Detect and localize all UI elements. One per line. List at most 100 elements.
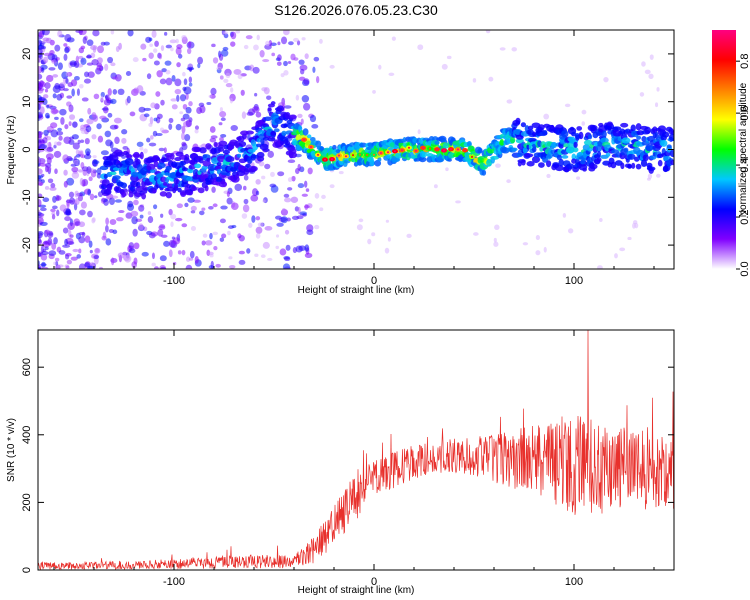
heatmap-noise-cell [174,78,182,87]
heatmap-ridge-cell [539,146,544,152]
heatmap-noise-cell [329,184,335,189]
heatmap-noise-cell [54,168,58,175]
heatmap-noise-cell [562,213,567,218]
heatmap-noise-cell [564,103,571,108]
heatmap-ridge-cell [418,156,427,163]
heatmap-noise-cell [161,68,167,73]
heatmap-noise-cell [211,186,216,193]
heatmap-noise-cell [187,63,194,68]
colorbar: 0.0 0.2 0.4 0.6 0.8 Normalized spectral ampl… [712,30,750,277]
heatmap-noise-cell [92,155,97,159]
heatmap-ridge-cell [306,134,312,139]
heatmap-noise-cell [138,204,145,212]
spectrogram-xtick-label: 0 [371,275,377,287]
heatmap-noise-cell [59,82,66,87]
heatmap-noise-cell [74,75,80,81]
spectrogram-xlabel: Height of straight line (km) [298,285,415,296]
heatmap-noise-cell [159,224,166,229]
heatmap-noise-cell [57,62,63,70]
heatmap-noise-cell [141,251,149,257]
heatmap-noise-cell [44,82,51,90]
heatmap-noise-cell [257,222,264,227]
heatmap-noise-cell [56,141,62,146]
heatmap-noise-cell [319,207,324,212]
heatmap-noise-cell [65,209,71,216]
spectrogram-xtick-label: -100 [163,275,185,287]
heatmap-noise-cell [293,37,299,42]
heatmap-noise-cell [297,183,305,189]
heatmap-noise-cell [39,144,47,150]
heatmap-noise-cell [656,87,660,92]
heatmap-noise-cell [73,159,79,165]
heatmap-core-peak [366,153,368,156]
heatmap-noise-cell [252,66,260,74]
heatmap-ridge-cell [466,141,472,147]
heatmap-ridge-cell [152,189,157,194]
heatmap-ridge-cell [115,151,125,157]
heatmap-noise-cell [283,193,290,198]
heatmap-noise-cell [44,88,49,93]
heatmap-core-peak [373,153,375,156]
heatmap-noise-cell [245,35,253,40]
heatmap-ridge-cell [499,140,505,146]
heatmap-noise-cell [96,64,104,71]
heatmap-noise-cell [250,194,259,202]
heatmap-noise-cell [306,229,314,236]
heatmap-noise-cell [218,122,223,126]
heatmap-ridge-cell [157,162,166,169]
heatmap-ridge-cell [646,166,656,171]
heatmap-noise-cell [188,257,194,261]
heatmap-noise-cell [297,163,301,171]
heatmap-noise-cell [43,240,49,245]
heatmap-ridge-cell [173,183,179,191]
heatmap-ridge-cell [202,160,211,167]
heatmap-noise-cell [543,246,547,253]
heatmap-ridge-cell [132,153,141,158]
heatmap-noise-cell [69,62,77,66]
heatmap-noise-cell [267,150,274,158]
heatmap-ridge-cell [108,182,114,187]
heatmap-noise-cell [181,35,187,40]
heatmap-ridge-cell [589,163,598,170]
heatmap-noise-cell [96,167,102,175]
colorbar-ticks: 0.0 0.2 0.4 0.6 0.8 [736,54,750,277]
heatmap-noise-cell [276,234,280,238]
heatmap-ridge-cell [386,153,391,159]
heatmap-noise-cell [230,31,237,40]
heatmap-noise-cell [79,118,84,123]
heatmap-noise-cell [171,104,178,110]
heatmap-noise-cell [42,248,46,253]
heatmap-noise-cell [38,181,44,186]
heatmap-noise-cell [473,232,479,236]
heatmap-noise-cell [105,139,113,147]
heatmap-noise-cell [488,76,494,82]
heatmap-noise-cell [367,238,372,245]
heatmap-ridge-cell [239,141,247,148]
heatmap-noise-cell [44,165,49,173]
heatmap-ridge-cell [166,154,172,161]
heatmap-noise-cell [42,56,48,62]
heatmap-noise-cell [126,203,135,211]
heatmap-ridge-cell [537,124,545,131]
heatmap-noise-cell [100,95,104,102]
snr-xtick-label: -100 [163,576,185,588]
heatmap-noise-cell [338,171,344,175]
heatmap-ridge-cell [596,157,602,162]
heatmap-noise-cell [283,70,289,76]
colorbar-tick-label: 0.8 [739,54,750,69]
heatmap-noise-cell [158,147,165,152]
heatmap-noise-cell [212,203,218,208]
snr-frame [37,329,675,571]
heatmap-noise-cell [64,254,70,260]
heatmap-noise-cell [81,97,89,102]
heatmap-noise-cell [275,245,280,250]
heatmap-noise-cell [71,166,79,173]
heatmap-noise-cell [219,136,224,142]
heatmap-noise-cell [312,66,316,73]
heatmap-ridge-cell [273,128,280,133]
heatmap-noise-cell [227,230,231,236]
heatmap-noise-cell [53,237,58,245]
heatmap-noise-cell [242,204,250,213]
heatmap-noise-cell [69,114,76,120]
heatmap-ridge-cell [222,149,231,155]
